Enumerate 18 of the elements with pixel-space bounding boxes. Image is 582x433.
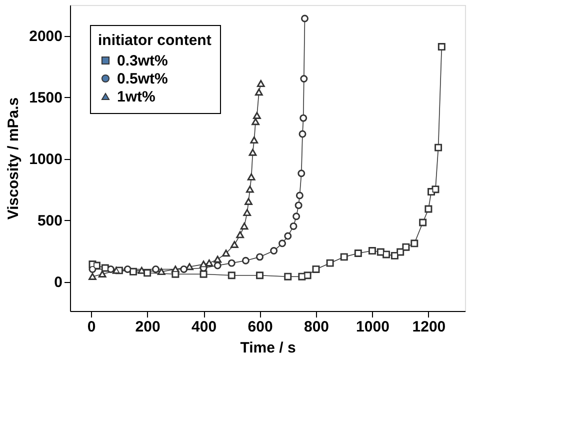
y-tick-label: 0 [54, 274, 62, 292]
y-axis-title: Viscosity / mPa.s [5, 97, 22, 220]
x-tick-label: 0 [87, 318, 96, 336]
y-tick-label: 1500 [29, 90, 62, 107]
x-tick-label: 800 [304, 318, 330, 336]
y-tick-label: 2000 [29, 28, 62, 46]
legend-title: initiator content [98, 32, 212, 49]
y-tick-label: 500 [37, 212, 62, 230]
x-axis-title: Time / s [240, 340, 296, 356]
legend-label: 0.3wt% [117, 52, 168, 70]
x-tick-label: 600 [248, 318, 273, 336]
y-tick-label: 1000 [29, 151, 62, 168]
x-tick-label: 400 [192, 318, 217, 336]
x-tick-label: 1200 [412, 318, 446, 336]
legend-label: 1wt% [117, 88, 156, 106]
x-tick-label: 1000 [356, 318, 390, 336]
legend-label: 0.5wt% [117, 70, 168, 88]
x-tick-label: 200 [135, 318, 160, 336]
